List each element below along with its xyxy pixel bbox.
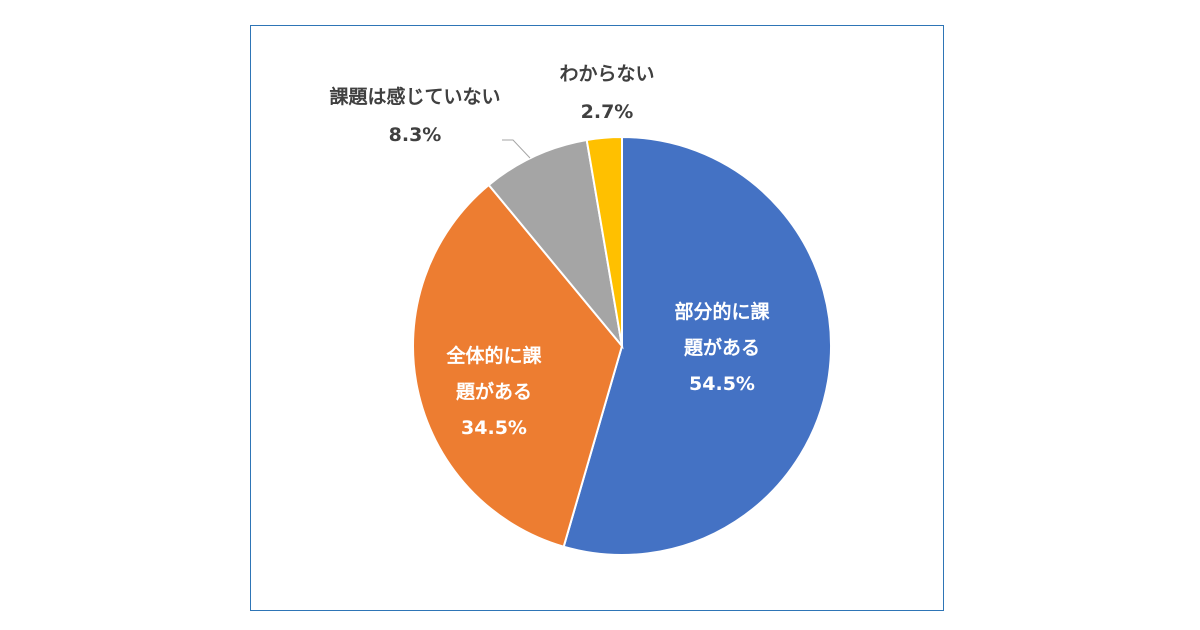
pie-slice-1: [412, 183, 624, 548]
slice-value-label-1: 34.5%: [461, 417, 527, 439]
pie-slice-0: [562, 135, 832, 556]
slice-category-label-1: 題がある: [456, 380, 532, 403]
slice-value-label-3: 2.7%: [581, 101, 634, 123]
slice-value-label-2: 8.3%: [389, 124, 442, 146]
slice-value-label-0: 54.5%: [689, 373, 755, 395]
slice-category-label-0: 部分的に課: [674, 300, 770, 323]
slice-category-label-1: 全体的に課: [445, 344, 542, 367]
slice-category-label-0: 題がある: [684, 336, 760, 359]
slice-label-2: 課題は感じていない 8.3%: [329, 85, 500, 146]
leader-line-slice-2: [502, 139, 531, 159]
slice-label-1: 全体的に課題がある 34.5%: [445, 344, 542, 439]
slice-labels: 部分的に課題がある 54.5%全体的に課題がある 34.5%課題は感じていない 8.3…: [329, 63, 770, 439]
pie-slices: [412, 135, 832, 556]
slice-label-3: わからない 2.7%: [559, 63, 654, 123]
leader-lines: [502, 139, 531, 159]
pie-slice-3: [585, 135, 623, 347]
slice-category-label-3: わからない: [559, 63, 654, 85]
slice-label-0: 部分的に課題がある 54.5%: [674, 300, 770, 395]
slice-category-label-2: 課題は感じていない: [329, 85, 500, 108]
pie-slice-2: [487, 138, 624, 350]
